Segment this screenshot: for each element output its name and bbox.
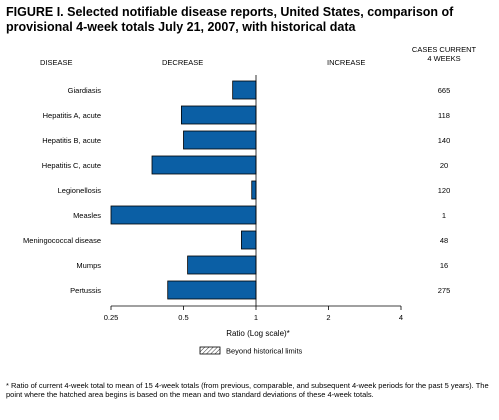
category-label: Pertussis <box>70 286 101 295</box>
category-label: Hepatitis A, acute <box>43 111 101 120</box>
x-tick-label: 0.5 <box>178 313 188 322</box>
bar-pertussis <box>167 280 257 300</box>
bar-measles <box>110 205 257 225</box>
category-label: Legionellosis <box>58 186 102 195</box>
case-count: 140 <box>438 136 451 145</box>
case-count: 275 <box>438 286 451 295</box>
cases-header-line2: 4 WEEKS <box>427 54 461 63</box>
bar-hepatitis-a-acute <box>180 105 257 125</box>
case-count: 48 <box>440 236 448 245</box>
case-count: 120 <box>438 186 451 195</box>
bar-hepatitis-c-acute <box>151 155 257 175</box>
bar-mumps <box>187 255 257 275</box>
category-label: Measles <box>73 211 101 220</box>
case-count: 118 <box>438 111 450 120</box>
case-count: 1 <box>442 211 446 220</box>
category-labels: Giardiasis Hepatitis A, acute Hepatitis B,… <box>23 86 101 295</box>
bars-layer <box>110 80 257 300</box>
category-label: Hepatitis B, acute <box>42 136 101 145</box>
bar-giardiasis <box>232 80 257 100</box>
cases-header-line1: CASES CURRENT <box>411 45 477 54</box>
x-axis: 0.25 0.5 1 2 4 <box>104 75 403 322</box>
category-label: Hepatitis C, acute <box>42 161 101 170</box>
cases-column-header: CASES CURRENT 4 WEEKS <box>396 45 492 63</box>
category-label: Giardiasis <box>68 86 102 95</box>
bar-hepatitis-b-acute <box>183 130 257 150</box>
footnote: * Ratio of current 4-week total to mean … <box>6 381 489 399</box>
increase-column-header: INCREASE <box>327 58 366 67</box>
bar-meningococcal-disease <box>241 230 257 250</box>
x-tick-label: 0.25 <box>104 313 119 322</box>
x-tick-label: 1 <box>254 313 258 322</box>
case-counts: 665 118 140 20 120 1 48 16 275 <box>438 86 451 295</box>
x-tick-label: 4 <box>399 313 403 322</box>
legend-hatch-swatch <box>199 346 221 355</box>
legend: Beyond historical limits <box>199 346 303 356</box>
disease-column-header: DISEASE <box>40 58 73 67</box>
case-count: 665 <box>438 86 451 95</box>
x-tick-label: 2 <box>326 313 330 322</box>
bar-legionellosis <box>251 180 257 200</box>
legend-label: Beyond historical limits <box>226 347 303 356</box>
decrease-column-header: DECREASE <box>162 58 204 67</box>
x-axis-label: Ratio (Log scale)* <box>226 329 290 338</box>
ratio-bar-chart: 0.25 0.5 1 2 4 Giardiasis Hepatitis A, acute H… <box>23 75 451 356</box>
category-label: Mumps <box>76 261 101 270</box>
case-count: 16 <box>440 261 448 270</box>
case-count: 20 <box>440 161 448 170</box>
figure-title: FIGURE I. Selected notifiable disease re… <box>6 5 454 34</box>
category-label: Meningococcal disease <box>23 236 101 245</box>
